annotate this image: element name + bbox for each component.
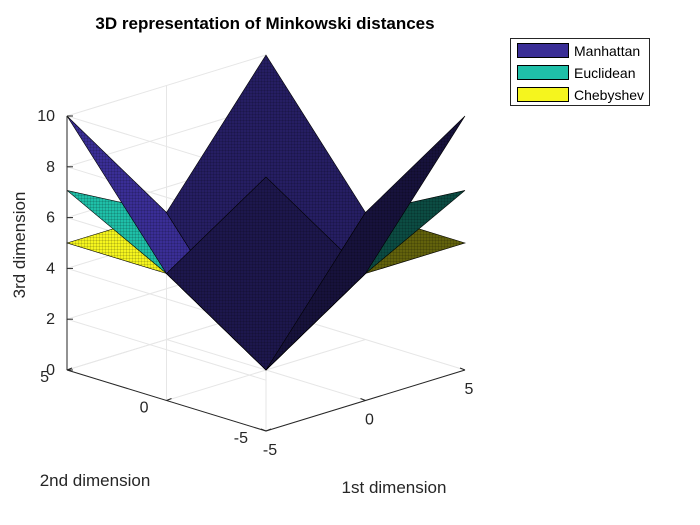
y-tick-mark bbox=[66, 367, 73, 371]
legend-swatch-euclidean bbox=[517, 65, 569, 80]
x-axis-label: 1st dimension bbox=[342, 478, 447, 497]
x-tick-mark bbox=[360, 398, 366, 401]
x-tick-label: -5 bbox=[263, 442, 277, 459]
legend-item-manhattan: Manhattan bbox=[515, 42, 647, 60]
chart-title: 3D representation of Minkowski distances bbox=[95, 14, 435, 33]
x-tick-mark bbox=[459, 367, 466, 371]
x-tick-mark bbox=[260, 428, 267, 432]
z-tick-label: 4 bbox=[46, 260, 55, 277]
legend: Manhattan Euclidean Chebyshev bbox=[510, 38, 650, 106]
legend-label-manhattan: Manhattan bbox=[574, 43, 641, 59]
x-tick-label: 0 bbox=[365, 412, 374, 429]
x-tick-label: 5 bbox=[465, 381, 474, 398]
z-axis-label: 3rd dimension bbox=[10, 192, 29, 299]
surface-shade bbox=[266, 212, 465, 370]
y-tick-mark bbox=[166, 398, 172, 401]
surface-manhattan bbox=[66, 54, 466, 371]
z-tick-label: 6 bbox=[46, 210, 55, 227]
legend-label-euclidean: Euclidean bbox=[574, 65, 636, 81]
legend-item-euclidean: Euclidean bbox=[515, 64, 647, 82]
y-tick-label: 5 bbox=[40, 369, 49, 386]
z-tick-label: 2 bbox=[46, 311, 55, 328]
y-tick-label: 0 bbox=[140, 400, 149, 417]
surface-shade bbox=[266, 116, 465, 370]
surfaces bbox=[65, 54, 467, 371]
z-tick-label: 8 bbox=[46, 159, 55, 176]
z-tick-label: 0 bbox=[46, 362, 55, 379]
y-tick-mark bbox=[265, 428, 272, 432]
legend-swatch-manhattan bbox=[517, 43, 569, 58]
legend-swatch-chebyshev bbox=[517, 87, 569, 102]
y-axis-label: 2nd dimension bbox=[40, 471, 151, 490]
y-tick-label: -5 bbox=[234, 430, 248, 447]
z-tick-label: 10 bbox=[37, 108, 55, 125]
legend-item-chebyshev: Chebyshev bbox=[515, 86, 647, 104]
legend-label-chebyshev: Chebyshev bbox=[574, 87, 645, 103]
